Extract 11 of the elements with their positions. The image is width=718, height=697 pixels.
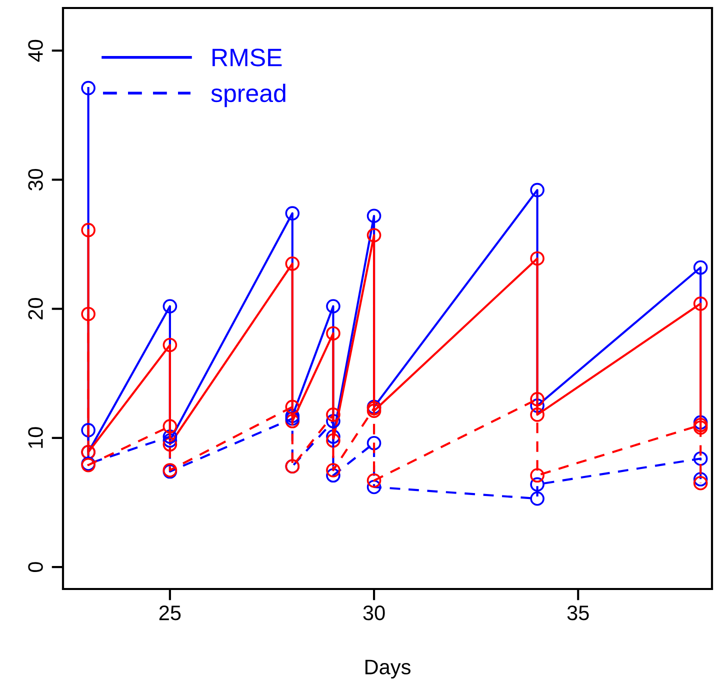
y-tick-label: 0	[28, 562, 43, 572]
legend-label: spread	[211, 84, 286, 108]
y-tick-label: 40	[28, 40, 43, 62]
x-tick-label: 35	[567, 606, 589, 620]
x-axis-title: Days	[365, 660, 410, 679]
y-tick-label: 30	[28, 168, 43, 191]
legend-label: RMSE	[212, 48, 282, 66]
y-tick-label: 10	[28, 427, 43, 448]
y-tick-label: 20	[28, 298, 43, 320]
x-tick-label: 30	[363, 606, 385, 620]
x-tick-label: 25	[159, 606, 181, 620]
